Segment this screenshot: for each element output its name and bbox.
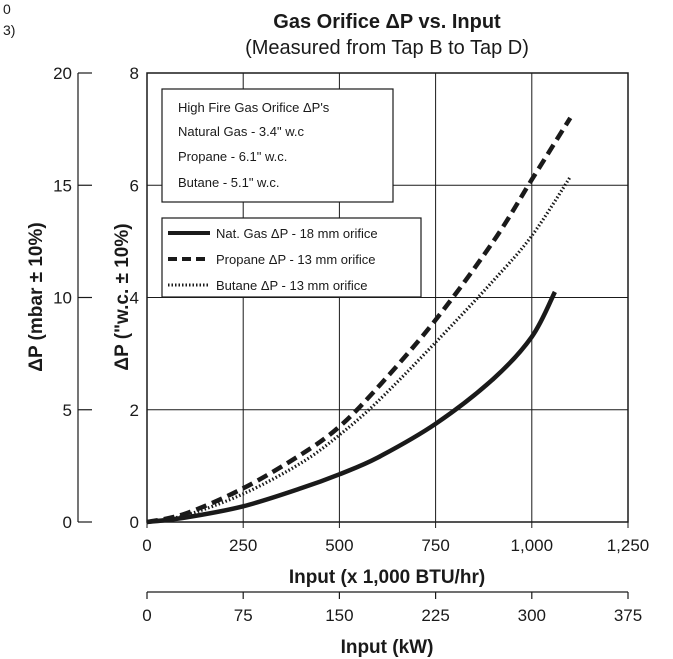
secondary-x-tick-label: 225 (421, 606, 449, 625)
secondary-x-axis-title: Input (kW) (341, 637, 434, 658)
x-tick-label: 1,000 (511, 536, 554, 555)
secondary-y-tick-label: 0 (63, 513, 72, 532)
x-tick-label: 250 (229, 536, 257, 555)
secondary-y-axis-title: ΔP (mbar ± 10%) (26, 222, 47, 371)
secondary-x-tick-label: 300 (518, 606, 546, 625)
legend-label-nat-gas: Nat. Gas ΔP - 18 mm orifice (216, 226, 378, 241)
secondary-x-tick-label: 75 (234, 606, 253, 625)
x-tick-label: 750 (421, 536, 449, 555)
info-box-line: High Fire Gas Orifice ΔP's (178, 100, 330, 115)
y-axis: 0 2 4 6 8 (130, 64, 139, 532)
legend: Nat. Gas ΔP - 18 mm orifice Propane ΔP -… (161, 217, 422, 298)
chart-title: Gas Orifice ΔP vs. Input (273, 11, 501, 33)
series-propane-line (146, 116, 573, 525)
info-box-line: Propane - 6.1" w.c. (178, 149, 287, 164)
y-tick-label: 8 (130, 64, 139, 83)
secondary-y-tick-label: 20 (53, 64, 72, 83)
y-tick-label: 6 (130, 176, 139, 195)
x-tick-label: 500 (325, 536, 353, 555)
secondary-x-tick-label: 150 (325, 606, 353, 625)
info-box: High Fire Gas Orifice ΔP's Natural Gas -… (161, 88, 394, 203)
x-axis-title: Input (x 1,000 BTU/hr) (289, 567, 485, 588)
chart-subtitle: (Measured from Tap B to Tap D) (245, 37, 529, 59)
info-box-frame (161, 88, 394, 203)
secondary-y-tick-label: 15 (53, 176, 72, 195)
x-axis: 0 250 500 750 1,000 1,250 (142, 522, 649, 555)
corner-fragment-line-1: 0 (3, 1, 11, 17)
corner-fragment-line-2: 3) (3, 22, 15, 38)
legend-label-propane: Propane ΔP - 13 mm orifice (216, 252, 375, 267)
secondary-x-axis: 0 75 150 225 300 375 (142, 591, 642, 625)
secondary-x-tick-label: 0 (142, 606, 151, 625)
x-tick-label: 1,250 (607, 536, 650, 555)
x-tick-label: 0 (142, 536, 151, 555)
info-box-line: Natural Gas - 3.4" w.c (178, 124, 304, 139)
info-box-line: Butane - 5.1" w.c. (178, 175, 279, 190)
y-tick-label: 4 (130, 289, 139, 308)
plot-frame (146, 72, 629, 523)
secondary-y-tick-label: 5 (63, 401, 72, 420)
series-layer (146, 116, 573, 525)
series-nat-gas-line (146, 290, 557, 525)
secondary-y-tick-label: 10 (53, 289, 72, 308)
y-axis-title: ΔP ("w.c. ± 10%) (112, 223, 133, 370)
legend-label-butane: Butane ΔP - 13 mm orifice (216, 278, 368, 293)
y-tick-label: 2 (130, 401, 139, 420)
secondary-y-axis: 0 5 10 15 20 (53, 64, 92, 532)
y-tick-label: 0 (130, 513, 139, 532)
secondary-x-tick-label: 375 (614, 606, 642, 625)
